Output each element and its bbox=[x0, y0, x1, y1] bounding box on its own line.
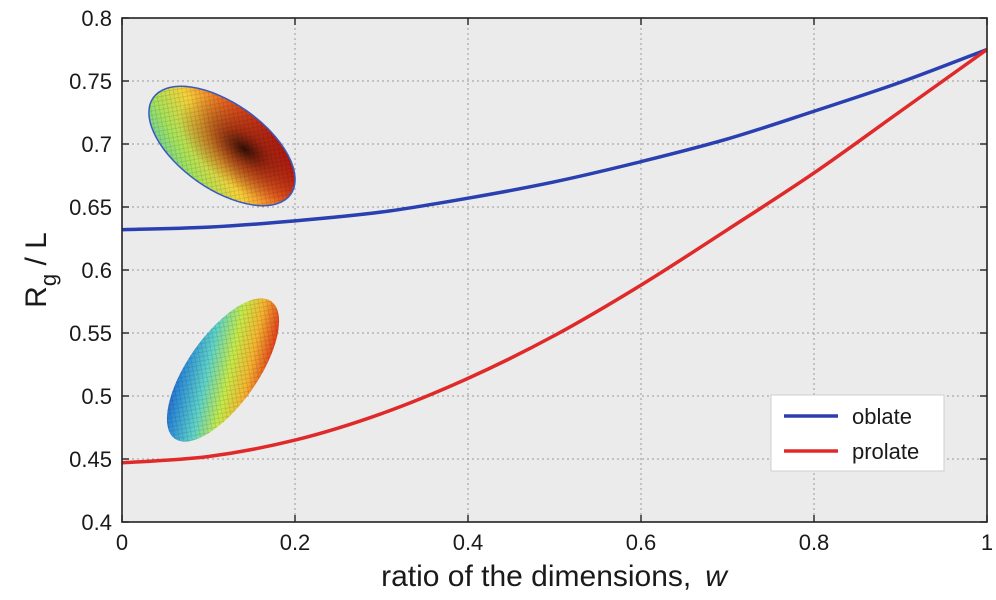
y-tick-label: 0.7 bbox=[81, 132, 112, 157]
x-tick-label: 0.8 bbox=[799, 530, 830, 555]
ticks bbox=[121, 17, 988, 523]
y-tick-label: 0.8 bbox=[81, 6, 112, 31]
x-tick-label: 0 bbox=[116, 530, 128, 555]
y-tick-labels: 0.4 0.45 0.5 0.55 0.6 0.65 0.7 0.75 0.8 bbox=[69, 6, 112, 535]
x-tick-label: 0.6 bbox=[626, 530, 657, 555]
y-tick-label: 0.5 bbox=[81, 384, 112, 409]
x-tick-label: 0.2 bbox=[280, 530, 311, 555]
legend: oblate prolate bbox=[770, 394, 945, 472]
y-tick-label: 0.75 bbox=[69, 69, 112, 94]
y-tick-label: 0.6 bbox=[81, 258, 112, 283]
series-lines bbox=[122, 47, 987, 465]
y-axis-title: Rg / L bbox=[20, 232, 61, 308]
x-tick-label: 0.4 bbox=[453, 530, 484, 555]
series-line-prolate bbox=[122, 48, 987, 465]
x-tick-labels: 0 0.2 0.4 0.6 0.8 1 bbox=[116, 530, 993, 555]
prolate-ellipsoid-icon bbox=[166, 298, 280, 442]
y-tick-label: 0.65 bbox=[69, 195, 112, 220]
x-axis-title: ratio of the dimensions, w bbox=[381, 560, 729, 593]
x-tick-label: 1 bbox=[981, 530, 993, 555]
legend-label-prolate: prolate bbox=[852, 439, 919, 464]
y-tick-label: 0.55 bbox=[69, 321, 112, 346]
series-line-oblate bbox=[122, 47, 987, 232]
legend-label-oblate: oblate bbox=[852, 404, 912, 429]
y-tick-label: 0.45 bbox=[69, 447, 112, 472]
legend-box bbox=[770, 394, 945, 472]
oblate-ellipsoid-icon bbox=[148, 85, 296, 207]
y-tick-label: 0.4 bbox=[81, 510, 112, 535]
